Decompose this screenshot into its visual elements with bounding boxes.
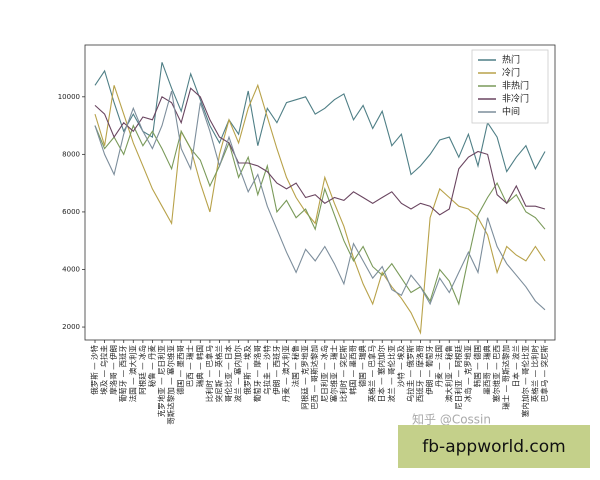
- x-tick-label: 瑞典 — 韩国: [194, 345, 204, 387]
- x-tick-label: 德国 — 瑞典: [357, 345, 367, 388]
- y-tick-label: 2000: [62, 323, 80, 331]
- series-line: [94, 62, 546, 176]
- x-tick-label: 哥伦比亚 — 日本: [223, 345, 233, 403]
- x-tick-label: 西班牙 — 摩洛哥: [415, 345, 425, 403]
- banner-text: fb-appworld.com: [422, 437, 565, 457]
- x-tick-label: 塞尔维亚 — 巴西: [491, 345, 501, 403]
- x-tick-label: 乌拉圭 — 沙特: [261, 345, 271, 395]
- legend-label: 非热门: [502, 80, 529, 92]
- legend-label: 冷门: [502, 67, 520, 79]
- x-tick-label: 比利时 — 巴拿马: [204, 345, 214, 402]
- x-tick-label: 塞尔维亚 — 瑞士: [328, 345, 338, 403]
- x-tick-label: 克罗地亚 — 尼日利亚: [156, 345, 166, 418]
- y-tick-label: 10000: [58, 93, 80, 101]
- x-tick-label: 日本 — 塞内加尔: [376, 345, 386, 403]
- legend-label: 热门: [502, 54, 520, 66]
- x-tick-label: 法国 — 澳大利亚: [127, 345, 137, 403]
- x-tick-label: 德国 — 墨西哥: [175, 345, 185, 395]
- x-tick-label: 葡萄牙 — 摩洛哥: [252, 345, 262, 403]
- x-tick-label: 乌拉圭 — 俄罗斯: [405, 345, 415, 403]
- x-tick-label: 澳大利亚 — 秘鲁: [443, 345, 453, 402]
- x-tick-label: 塞内加尔 — 哥伦比亚: [520, 345, 530, 418]
- legend-label: 中间: [502, 106, 520, 118]
- x-tick-label: 英格兰 — 巴拿马: [367, 345, 377, 402]
- x-tick-label: 尼日利亚 — 冰岛: [319, 345, 329, 402]
- x-tick-label: 伊朗 — 葡萄牙: [424, 345, 434, 395]
- series-line: [94, 90, 546, 311]
- series-line: [94, 87, 546, 216]
- x-tick-label: 法国 — 秘鲁: [290, 345, 300, 387]
- x-tick-label: 波兰 — 塞内加尔: [233, 345, 243, 403]
- watermark: 知乎 @Cossin: [412, 413, 491, 427]
- x-tick-label: 日本 — 波兰: [510, 345, 520, 388]
- x-tick-label: 埃及 — 乌拉圭: [99, 345, 109, 395]
- plot-frame: [84, 44, 556, 341]
- x-tick-label: 丹麦 — 澳大利亚: [280, 345, 290, 403]
- x-tick-label: 丹麦 — 法国: [434, 345, 444, 387]
- x-tick-label: 葡萄牙 — 西班牙: [118, 345, 128, 403]
- x-tick-label: 巴西 — 哥斯达黎加: [309, 345, 319, 410]
- x-tick-label: 俄罗斯 — 沙特: [89, 345, 99, 395]
- x-tick-label: 墨西哥 — 瑞典: [482, 345, 492, 395]
- x-tick-label: 摩洛哥 — 伊朗: [108, 345, 118, 395]
- x-tick-label: 突尼斯 — 英格兰: [213, 345, 223, 403]
- x-tick-label: 阿根廷 — 克罗地亚: [300, 345, 310, 410]
- x-tick-label: 秘鲁 — 丹麦: [146, 345, 156, 388]
- y-tick-label: 4000: [62, 265, 80, 273]
- series-line: [94, 83, 546, 335]
- x-tick-label: 韩国 — 德国: [472, 345, 482, 387]
- x-tick-label: 伊朗 — 西班牙: [271, 345, 281, 395]
- x-tick-label: 比利时 — 突尼斯: [338, 345, 348, 403]
- legend-label: 非冷门: [502, 93, 529, 105]
- x-tick-label: 哥斯达黎加 — 塞尔维亚: [166, 345, 176, 425]
- x-tick-label: 俄罗斯 — 埃及: [242, 345, 252, 395]
- x-tick-label: 瑞士 — 哥斯达黎加: [501, 345, 511, 410]
- y-tick-label: 8000: [62, 150, 80, 158]
- x-tick-label: 尼日利亚 — 阿根廷: [453, 345, 463, 410]
- x-tick-label: 波兰 — 哥伦比亚: [386, 345, 396, 403]
- x-tick-label: 冰岛 — 克罗地亚: [462, 345, 472, 403]
- x-tick-label: 巴西 — 瑞士: [185, 345, 195, 388]
- x-tick-label: 英格兰 — 比利时: [529, 345, 539, 403]
- x-tick-label: 阿根廷 — 冰岛: [137, 345, 147, 395]
- banner-box: [398, 425, 590, 468]
- x-tick-label: 巴拿马 — 突尼斯: [539, 345, 549, 403]
- x-tick-label: 沙特 — 埃及: [395, 345, 405, 388]
- x-tick-label: 韩国 — 墨西哥: [348, 345, 358, 395]
- series-line: [94, 124, 546, 306]
- y-tick-label: 6000: [62, 208, 80, 216]
